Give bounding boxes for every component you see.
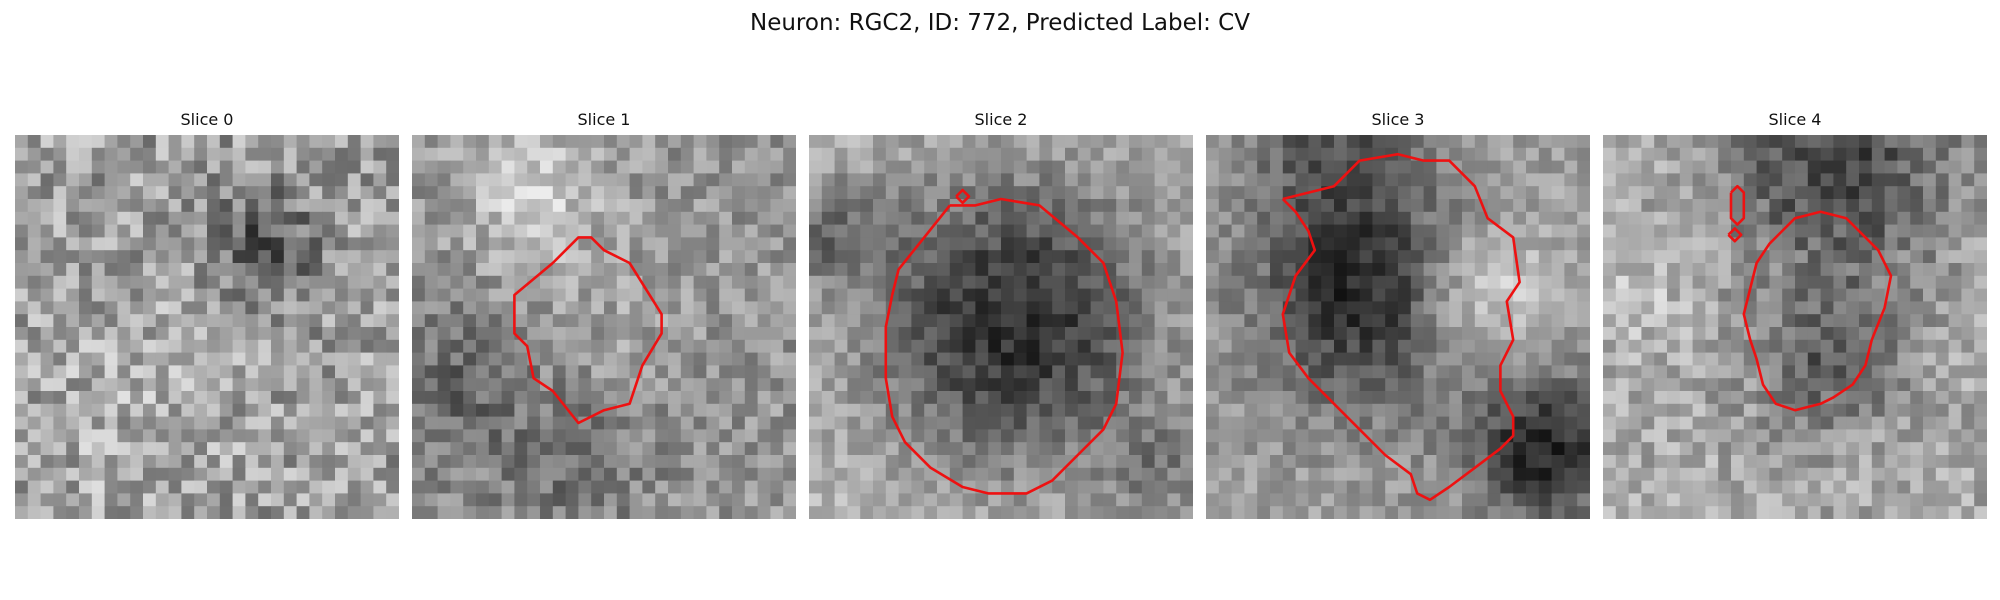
figure-title: Neuron: RGC2, ID: 772, Predicted Label: …: [750, 10, 1250, 36]
panel-title-slice-3: Slice 3: [1371, 110, 1425, 129]
panel-title-slice-1: Slice 1: [577, 110, 631, 129]
slice-2-image: [809, 135, 1193, 519]
segmentation-contour-0: [884, 197, 1124, 495]
segmentation-contour-1: [955, 188, 971, 205]
segmentation-contour-0: [1742, 210, 1893, 412]
panel-title-slice-2: Slice 2: [974, 110, 1028, 129]
segmentation-contour-0: [1281, 152, 1521, 502]
slice-3-image: [1206, 135, 1590, 519]
slice-1-pixel-grid: [412, 135, 796, 519]
slice-0-pixel-grid: [15, 135, 399, 519]
slice-0-image: [15, 135, 399, 519]
slice-4-pixel-grid: [1603, 135, 1987, 519]
panel-title-slice-0: Slice 0: [180, 110, 234, 129]
segmentation-contour-1: [1727, 227, 1743, 243]
segmentation-contour-2: [1729, 184, 1746, 226]
panel-title-slice-4: Slice 4: [1768, 110, 1822, 129]
slice-4-image: [1603, 135, 1987, 519]
segmentation-contour-0: [513, 236, 663, 425]
slice-3-pixel-grid: [1206, 135, 1590, 519]
slice-2-pixel-grid: [809, 135, 1193, 519]
slice-1-image: [412, 135, 796, 519]
